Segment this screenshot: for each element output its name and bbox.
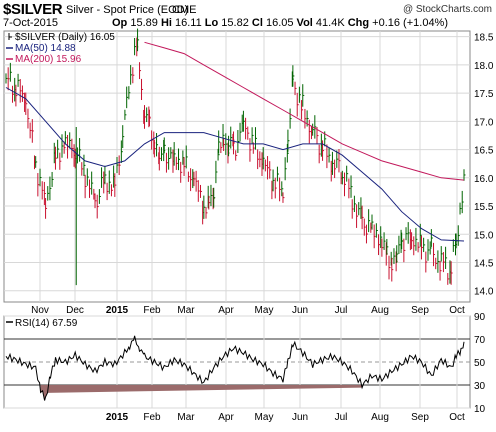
legend-price: $SILVER (Daily) 16.05 (15, 32, 115, 43)
y-tick-label: 14.0 (474, 287, 494, 298)
rsi-x-tick-label: 2015 (106, 412, 129, 423)
main-panel: 14.0 14.5 15.0 15.5 16.0 16.5 17.0 17.5 18.0 18.5… (3, 28, 494, 316)
x-tick-label: Jul (335, 305, 348, 316)
y-tick-label: 17.0 (474, 117, 494, 128)
y-tick-label: 17.5 (474, 89, 494, 100)
vol-label: Vol (296, 17, 313, 29)
y-tick-label: 15.5 (474, 202, 494, 213)
quote-date: 7-Oct-2015 (3, 17, 59, 29)
rsi-x-tick-label: Oct (449, 412, 465, 423)
rsi-line (5, 335, 465, 401)
chg-label: Chg (347, 17, 370, 29)
low-label: Lo (204, 17, 219, 29)
x-tick-label: Aug (371, 305, 389, 316)
rsi-x-tick-label: Apr (218, 412, 234, 423)
rsi-x-tick-label: Aug (371, 412, 389, 423)
low-value: 15.82 (221, 17, 249, 29)
chart-exchange: CME (172, 4, 197, 16)
ohlc-readout: Op 15.89 Hi 16.11 Lo 15.82 Cl 16.05 Vol … (112, 17, 448, 29)
rsi-y-tick-label: 10 (474, 404, 486, 415)
rsi-y-tick-label: 90 (474, 312, 486, 323)
ma50-line (5, 87, 465, 242)
rsi-x-tick-label: Mar (177, 412, 195, 423)
open-label: Op (112, 17, 128, 29)
vol-value: 41.4K (315, 17, 345, 29)
y-tick-label: 16.5 (474, 146, 494, 157)
rsi-x-tick-label: Feb (143, 412, 161, 423)
brand-label[interactable]: @ StockCharts.com (402, 4, 492, 15)
rsi-legend: RSI(14) 67.59 (6, 318, 78, 329)
high-label: Hi (160, 17, 172, 29)
chg-value: +0.16 (+1.04%) (372, 17, 449, 29)
x-tick-label: Nov (31, 305, 49, 316)
y-tick-label: 16.0 (474, 174, 494, 185)
y-tick-label: 14.5 (474, 258, 494, 269)
chart-description: Silver - Spot Price (EOD) (66, 4, 189, 16)
rsi-x-tick-label: Jul (335, 412, 348, 423)
y-tick-label: 15.0 (474, 230, 494, 241)
close-label: Cl (251, 17, 263, 29)
chart-symbol: $SILVER (3, 1, 63, 18)
x-tick-label: Sep (411, 305, 429, 316)
rsi-x-tick-label: Jun (292, 412, 308, 423)
x-tick-label: May (255, 305, 274, 316)
legend-ma50: MA(50) 14.88 (15, 43, 76, 54)
ma200-line (144, 41, 465, 181)
legend-ma200: MA(200) 15.96 (15, 54, 82, 65)
rsi-y-tick-label: 30 (474, 381, 486, 392)
rsi-oversold-fill (40, 385, 363, 401)
rsi-panel: 10 30 50 70 90 2015 Feb Mar Apr May Jun Jul Aug Sep Oc… (3, 312, 486, 423)
x-tick-label: 2015 (106, 305, 129, 316)
x-tick-label: Oct (449, 305, 465, 316)
rsi-x-tick-label: Sep (411, 412, 429, 423)
close-value: 16.05 (265, 17, 294, 29)
x-tick-label: Dec (66, 305, 84, 316)
x-tick-label: Mar (177, 305, 195, 316)
rsi-y-tick-label: 50 (474, 358, 486, 369)
rsi-legend-label: RSI(14) 67.59 (15, 318, 78, 329)
x-tick-label: Feb (143, 305, 161, 316)
y-tick-label: 18.5 (474, 33, 494, 44)
x-tick-label: Apr (218, 305, 234, 316)
rsi-x-tick-label: May (255, 412, 274, 423)
high-value: 16.11 (175, 17, 202, 29)
y-tick-label: 18.0 (474, 61, 494, 72)
open-value: 15.89 (130, 17, 158, 29)
x-tick-label: Jun (292, 305, 308, 316)
rsi-y-tick-label: 70 (474, 335, 486, 346)
